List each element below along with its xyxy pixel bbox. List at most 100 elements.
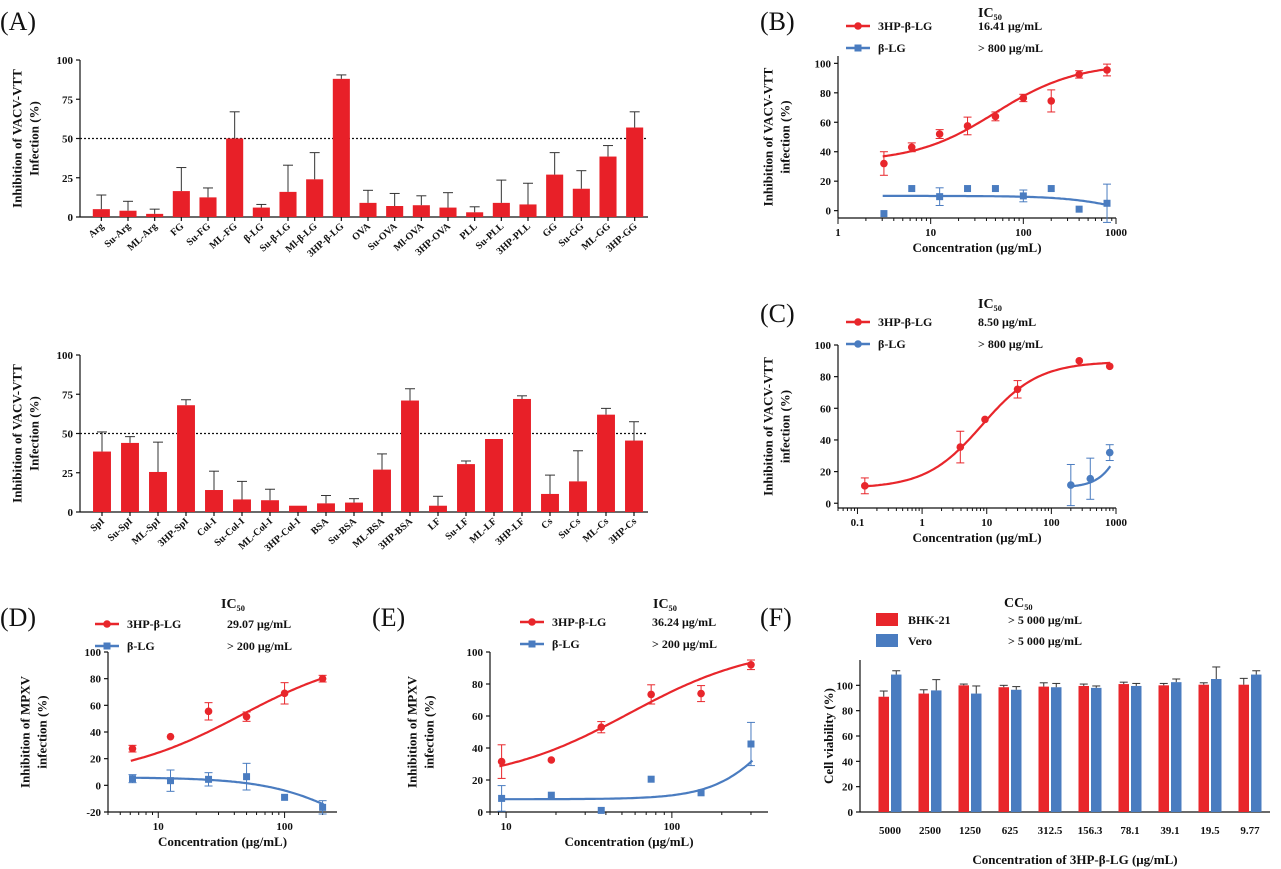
legend-ic50: 8.50 μg/mL: [978, 315, 1036, 329]
data-point: [1013, 385, 1022, 394]
x-tick-label: 9.77: [1240, 825, 1260, 837]
legend-label: 3HP-β-LG: [552, 615, 606, 629]
data-point: [204, 707, 213, 716]
y-tick-label: 40: [842, 756, 854, 768]
data-point: [547, 791, 555, 799]
data-point: [1075, 70, 1083, 79]
data-point: [647, 690, 655, 699]
data-point: [880, 210, 888, 218]
y-tick-label: -20: [86, 807, 101, 819]
legend-marker: [854, 340, 862, 348]
bar: [439, 207, 457, 217]
bar: [599, 156, 617, 217]
x-tick-label: 10: [981, 517, 993, 529]
bar-bhk-21: [918, 693, 929, 812]
bar-vero: [1131, 685, 1142, 812]
x-tick-label: 625: [1002, 825, 1019, 837]
y-tick-label: 100: [815, 340, 832, 352]
bar-vero: [1091, 687, 1102, 812]
legend-ic50: 29.07 μg/mL: [227, 617, 291, 631]
bar: [121, 442, 139, 512]
data-point: [1075, 357, 1084, 365]
data-point: [647, 775, 655, 783]
legend-marker: [528, 640, 536, 648]
bar-bhk-21: [878, 696, 889, 812]
y-tick-label: 0: [68, 212, 74, 224]
x-tick-label: ML-Cs: [581, 516, 611, 545]
bar: [233, 499, 251, 512]
x-tick-label: Cs: [539, 516, 555, 532]
data-point: [167, 777, 175, 785]
bar: [359, 202, 377, 217]
data-point: [281, 793, 289, 801]
legend-label: 3HP-β-LG: [878, 315, 932, 329]
data-point: [128, 744, 137, 753]
data-point: [597, 723, 606, 731]
bar: [457, 464, 475, 512]
legend-label: 3HP-β-LG: [127, 617, 181, 631]
legend-label: β-LG: [127, 639, 155, 653]
legend-title: IC₅₀: [978, 297, 1002, 312]
bar: [317, 503, 335, 512]
bar-vero: [891, 674, 902, 812]
data-point: [880, 159, 888, 168]
y-axis-label: infection (%): [422, 695, 437, 768]
data-point: [1047, 97, 1056, 105]
bar-bhk-21: [1198, 684, 1209, 812]
bar: [345, 502, 363, 512]
bar-vero: [1011, 689, 1022, 812]
bar: [149, 471, 167, 512]
data-point: [1047, 185, 1055, 193]
x-tick-label: 2500: [919, 825, 942, 837]
bar: [626, 127, 644, 217]
data-point: [907, 143, 916, 152]
bar-vero: [1251, 674, 1262, 812]
legend-marker: [103, 642, 111, 650]
bar-bhk-21: [998, 687, 1009, 812]
y-tick-label: 60: [820, 117, 832, 129]
legend-marker: [854, 22, 862, 30]
y-tick-label: 100: [85, 647, 102, 659]
y-tick-label: 80: [842, 706, 854, 718]
x-axis-label: Concentration (μg/mL): [912, 240, 1041, 255]
legend-title: IC₅₀: [978, 6, 1002, 21]
x-tick-label: Col-I: [195, 516, 219, 539]
data-point: [1086, 474, 1095, 483]
x-tick-label: 10: [925, 227, 937, 239]
data-point: [597, 806, 605, 814]
x-tick-label: Su-Cs: [557, 516, 583, 541]
data-point: [1105, 448, 1114, 457]
y-tick-label: 100: [837, 680, 854, 692]
legend-title: CC₅₀: [1004, 596, 1033, 611]
panel-label: (B): [760, 7, 795, 36]
y-tick-label: 80: [820, 372, 832, 384]
legend-title: IC₅₀: [653, 597, 677, 612]
data-point: [1103, 66, 1111, 74]
y-axis-label: Inhibition of VACV-VTT: [10, 69, 25, 208]
bar: [386, 206, 404, 217]
y-tick-label: 60: [90, 700, 102, 712]
legend-ic50: 36.24 μg/mL: [652, 615, 716, 629]
legend-cc50: > 5 000 μg/mL: [1008, 613, 1082, 627]
legend-label: Vero: [908, 634, 932, 648]
data-point: [981, 415, 989, 424]
data-point: [497, 757, 506, 766]
panel-label: (C): [760, 299, 795, 328]
legend-label: BHK-21: [908, 613, 951, 627]
x-tick-label: 0.1: [851, 517, 865, 529]
y-tick-label: 20: [90, 754, 102, 766]
bar-vero: [1171, 682, 1182, 812]
bar: [93, 451, 111, 512]
y-axis-label: Infection (%): [27, 101, 42, 176]
x-tick-label: 39.1: [1160, 825, 1179, 837]
y-tick-label: 20: [842, 782, 854, 794]
bar-bhk-21: [1118, 684, 1129, 812]
y-axis-label: Inhibition of VACV-VTT: [10, 364, 25, 503]
data-point: [935, 130, 944, 138]
data-point: [242, 712, 251, 721]
data-point: [1103, 199, 1111, 207]
y-tick-label: 60: [820, 403, 832, 415]
x-axis-label: Concentration (μg/mL): [912, 530, 1041, 545]
bar: [541, 493, 559, 512]
